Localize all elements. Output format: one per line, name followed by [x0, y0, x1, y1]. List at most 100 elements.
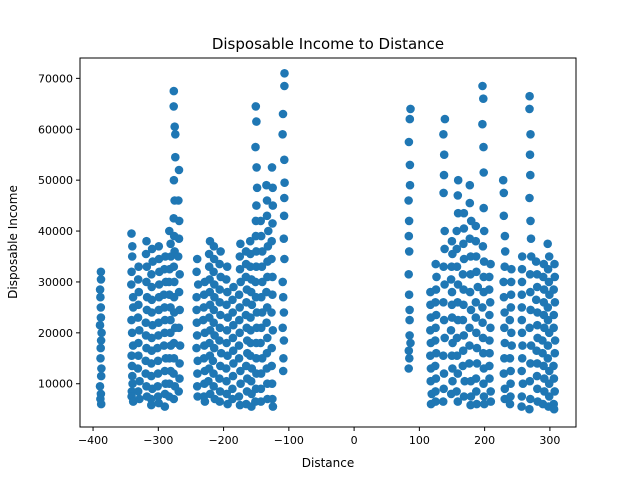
data-point — [465, 323, 474, 333]
data-point — [525, 104, 534, 114]
data-point — [448, 364, 457, 373]
data-point — [170, 122, 179, 131]
data-point — [478, 242, 488, 251]
data-point — [507, 328, 516, 338]
data-point — [215, 374, 224, 383]
data-point — [506, 379, 515, 389]
data-point — [174, 216, 184, 226]
data-point — [550, 336, 560, 345]
data-point — [256, 231, 266, 241]
data-point — [127, 315, 136, 325]
data-point — [543, 341, 553, 350]
data-point — [262, 318, 271, 328]
data-point — [252, 117, 261, 126]
data-point — [472, 343, 482, 353]
data-point — [209, 254, 219, 264]
data-point — [452, 262, 462, 272]
data-point — [209, 267, 218, 277]
data-point — [236, 366, 245, 376]
data-point — [96, 343, 105, 353]
data-point — [234, 354, 244, 363]
data-point — [215, 323, 225, 333]
data-point — [439, 351, 448, 361]
data-point — [192, 292, 201, 302]
y-axis-label: Disposable Income — [6, 185, 20, 299]
data-point — [95, 285, 105, 294]
data-point — [267, 163, 277, 172]
data-point — [432, 272, 441, 282]
data-point — [216, 310, 225, 320]
data-point — [192, 331, 202, 340]
data-point — [517, 392, 527, 401]
data-point — [153, 356, 163, 366]
data-point — [127, 351, 136, 361]
data-point — [405, 331, 414, 340]
data-point — [215, 387, 225, 396]
x-tick-label: −200 — [208, 434, 238, 447]
data-point — [229, 359, 238, 368]
data-point — [526, 170, 535, 180]
data-point — [498, 175, 508, 185]
data-point — [431, 259, 441, 269]
data-point — [267, 236, 277, 246]
data-point — [147, 371, 156, 381]
data-point — [278, 366, 288, 376]
data-point — [278, 130, 287, 139]
data-point — [169, 102, 178, 111]
data-point — [268, 183, 278, 193]
data-point — [440, 244, 449, 254]
data-points — [95, 69, 560, 414]
data-point — [543, 354, 553, 363]
data-point — [252, 183, 262, 193]
data-point — [128, 379, 137, 389]
data-point — [209, 343, 219, 353]
data-point — [256, 384, 266, 394]
data-point — [500, 384, 510, 394]
data-point — [257, 262, 267, 272]
data-point — [525, 193, 534, 203]
data-point — [229, 282, 238, 292]
data-point — [246, 262, 255, 272]
data-point — [147, 295, 157, 305]
data-point — [479, 257, 489, 266]
data-point — [222, 262, 232, 272]
data-point — [228, 394, 237, 404]
data-point — [169, 394, 179, 404]
data-point — [439, 262, 448, 272]
data-point — [526, 234, 536, 243]
data-point — [506, 303, 516, 312]
data-point — [517, 315, 527, 325]
data-point — [174, 287, 184, 297]
data-point — [500, 231, 510, 241]
data-point — [235, 264, 245, 274]
data-point — [549, 323, 558, 333]
data-point — [431, 348, 441, 358]
data-point — [485, 298, 495, 307]
data-point — [252, 163, 261, 172]
data-point — [147, 333, 156, 343]
data-point — [405, 180, 415, 190]
data-point — [235, 328, 244, 338]
data-point — [431, 374, 441, 383]
data-point — [505, 399, 515, 409]
data-point — [127, 252, 137, 261]
data-point — [544, 277, 554, 287]
data-point — [479, 142, 488, 152]
data-point — [147, 359, 156, 368]
data-point — [128, 292, 138, 302]
data-point — [222, 275, 231, 284]
data-point — [518, 379, 528, 389]
data-point — [459, 392, 469, 401]
data-point — [472, 387, 481, 396]
data-point — [525, 376, 535, 386]
data-point — [439, 150, 449, 159]
data-point — [251, 102, 261, 111]
data-point — [169, 354, 179, 363]
data-point — [539, 285, 549, 294]
plot-frame — [79, 57, 577, 428]
data-point — [96, 371, 106, 381]
data-point — [228, 346, 238, 356]
data-point — [499, 277, 508, 287]
data-point — [153, 369, 163, 378]
data-point — [479, 392, 489, 401]
